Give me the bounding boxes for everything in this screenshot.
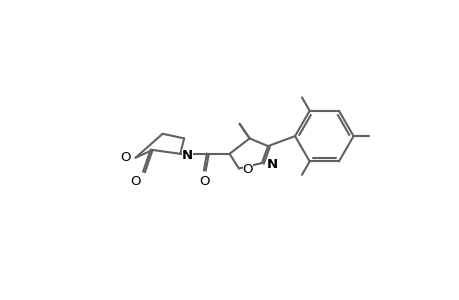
Text: O: O — [130, 176, 141, 188]
Text: O: O — [242, 164, 252, 176]
Text: O: O — [119, 151, 130, 164]
Text: N: N — [181, 149, 193, 162]
Text: O: O — [198, 175, 209, 188]
Text: N: N — [266, 158, 277, 171]
